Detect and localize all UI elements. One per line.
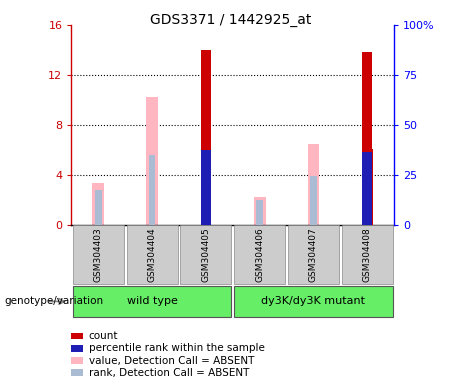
Bar	[254, 197, 266, 225]
Bar	[201, 150, 211, 225]
Bar	[362, 53, 372, 225]
Bar	[362, 149, 372, 225]
Text: percentile rank within the sample: percentile rank within the sample	[89, 343, 265, 353]
Bar	[201, 50, 211, 225]
Bar	[92, 184, 104, 225]
Text: value, Detection Call = ABSENT: value, Detection Call = ABSENT	[89, 356, 254, 366]
Text: GSM304405: GSM304405	[201, 227, 210, 282]
Text: wild type: wild type	[127, 296, 177, 306]
Text: rank, Detection Call = ABSENT: rank, Detection Call = ABSENT	[89, 368, 249, 378]
Bar	[256, 200, 263, 225]
Text: dy3K/dy3K mutant: dy3K/dy3K mutant	[261, 296, 366, 306]
Text: GSM304408: GSM304408	[363, 227, 372, 282]
Bar	[95, 190, 101, 225]
Text: GSM304404: GSM304404	[148, 227, 157, 282]
Bar	[149, 155, 155, 225]
Text: GSM304403: GSM304403	[94, 227, 103, 282]
Text: count: count	[89, 331, 118, 341]
Text: GDS3371 / 1442925_at: GDS3371 / 1442925_at	[150, 13, 311, 27]
Bar	[310, 176, 317, 225]
Text: genotype/variation: genotype/variation	[5, 296, 104, 306]
Bar	[201, 146, 211, 225]
Bar	[307, 144, 319, 225]
Text: GSM304406: GSM304406	[255, 227, 264, 282]
Bar	[146, 98, 158, 225]
Text: GSM304407: GSM304407	[309, 227, 318, 282]
Bar	[362, 152, 372, 225]
